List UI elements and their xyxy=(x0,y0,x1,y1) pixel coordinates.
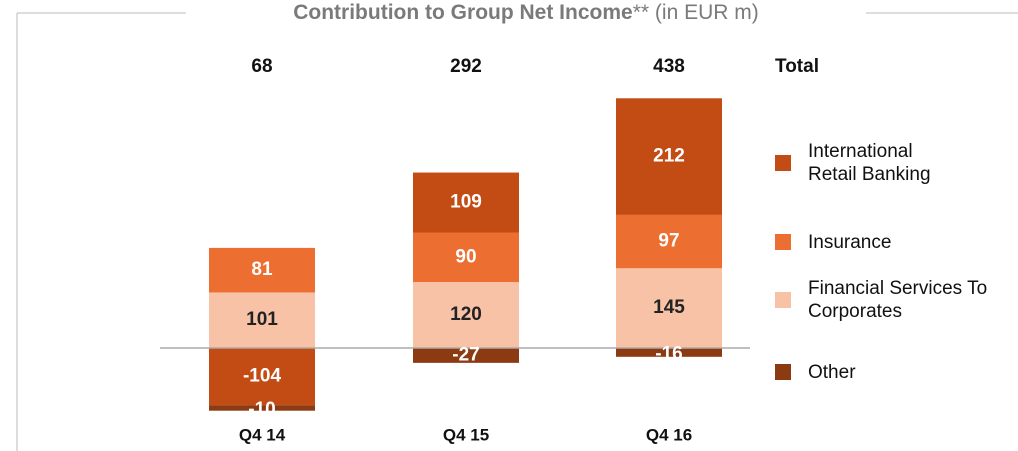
unit: (in EUR m) xyxy=(655,1,759,24)
bar-segment xyxy=(616,268,722,348)
bar-segment xyxy=(413,172,519,233)
total-label: 292 xyxy=(450,56,482,77)
data-label: -16 xyxy=(655,343,682,364)
title: Contribution to Group Net Income xyxy=(293,1,632,24)
bar-segment xyxy=(413,348,519,363)
x-tick-label: Q4 16 xyxy=(646,425,692,444)
totals-label: Total xyxy=(775,56,819,77)
bar-segment xyxy=(209,292,315,348)
x-tick-label: Q4 15 xyxy=(443,425,489,444)
legend-label: Insurance xyxy=(808,232,892,253)
legend-swatch xyxy=(775,155,791,171)
bar-segment xyxy=(209,247,315,293)
bar-segment xyxy=(616,98,722,215)
data-label: -104 xyxy=(243,366,281,387)
data-label: -10 xyxy=(248,399,275,420)
data-label: -27 xyxy=(452,344,479,365)
data-label: 81 xyxy=(251,259,273,280)
title-note: ** xyxy=(633,1,649,24)
legend-label: International Retail Banking xyxy=(808,141,931,185)
data-label: 212 xyxy=(653,146,685,167)
bar-segment xyxy=(616,348,722,357)
total-label: 438 xyxy=(653,56,685,77)
legend-label: Financial Services To Corporates xyxy=(808,278,988,322)
x-tick-label: Q4 14 xyxy=(239,425,286,444)
data-label: 145 xyxy=(653,297,685,318)
data-label: 109 xyxy=(450,192,482,213)
data-label: 120 xyxy=(450,304,482,325)
chart-title: Contribution to Group Net Income** (in E… xyxy=(293,1,759,24)
legend-label: Other xyxy=(808,362,856,383)
bar-segment xyxy=(413,232,519,282)
bar-segment xyxy=(616,214,722,269)
legend-swatch xyxy=(775,292,791,308)
data-label: 101 xyxy=(246,309,278,330)
bar-segment xyxy=(209,348,315,406)
legend-swatch xyxy=(775,364,791,380)
legend-swatch xyxy=(775,234,791,250)
data-label: 90 xyxy=(455,246,476,267)
data-label: 97 xyxy=(658,231,679,252)
bar-segment xyxy=(209,405,315,411)
total-label: 68 xyxy=(251,56,272,77)
bar-segment xyxy=(413,282,519,348)
